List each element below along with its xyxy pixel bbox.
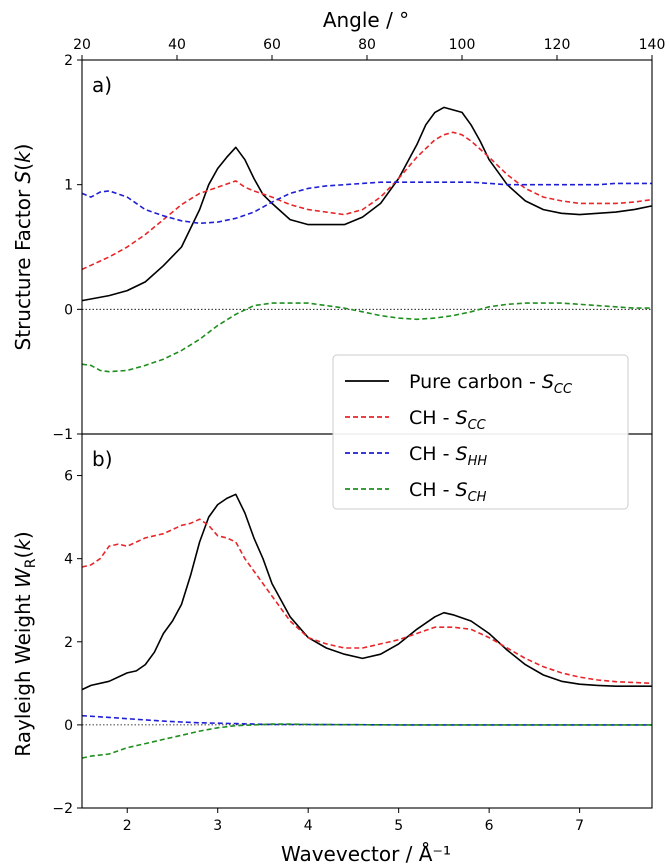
- series-line-3: [81, 723, 652, 759]
- panel-label: a): [92, 73, 112, 97]
- x-tick-label: 7: [575, 818, 584, 834]
- y-tick-label: −2: [52, 801, 73, 817]
- panel-b: −2 0 2 4 6 b) 2 3 4 5 6 7: [52, 433, 653, 834]
- top-tick-label: 100: [449, 37, 476, 53]
- top-tick-label: 80: [358, 37, 376, 53]
- series-line-0: [81, 493, 652, 691]
- top-tick-label: 120: [544, 37, 571, 53]
- x-tick-label: 5: [394, 818, 403, 834]
- panel-label: b): [92, 447, 113, 471]
- series-line-3: [81, 302, 652, 373]
- y-tick-label: 4: [64, 552, 73, 568]
- x-tick-label: 6: [485, 818, 494, 834]
- y-tick-label: 0: [64, 718, 73, 734]
- y-axis-title-rayleigh-weight: Rayleigh Weight WR(k): [11, 531, 39, 756]
- legend-label: CH - SCH: [409, 479, 487, 505]
- top-tick-label: 140: [639, 37, 666, 53]
- top-tick-label: 40: [168, 37, 186, 53]
- legend-box: [332, 354, 629, 510]
- y-tick-label: 0: [64, 302, 73, 318]
- x-axis-title: Wavevector / Å⁻¹: [281, 842, 451, 865]
- panel-a: −1 0 1 2 a) 20 40 60 80 100 120 140: [52, 37, 665, 443]
- top-tick-label: 20: [73, 37, 91, 53]
- x-tick-label: 4: [304, 818, 313, 834]
- top-tick-label: 60: [263, 37, 281, 53]
- series-line-1: [81, 131, 653, 271]
- y-tick-label: 1: [64, 178, 73, 194]
- series-line-2: [81, 714, 652, 726]
- y-tick-label: 2: [64, 53, 73, 69]
- y-tick-label: 2: [64, 635, 73, 651]
- series-line-0: [81, 106, 653, 302]
- series-line-1: [81, 518, 653, 685]
- y-tick-label: −1: [52, 427, 73, 443]
- y-tick-label: 6: [64, 469, 73, 485]
- x-tick-label: 3: [213, 818, 222, 834]
- y-axis-title-structure-factor: Structure Factor S(k): [11, 144, 35, 351]
- x-tick-label: 2: [123, 818, 132, 834]
- top-axis-title: Angle / °: [323, 8, 409, 32]
- legend-label: Pure carbon - SCC: [409, 371, 573, 397]
